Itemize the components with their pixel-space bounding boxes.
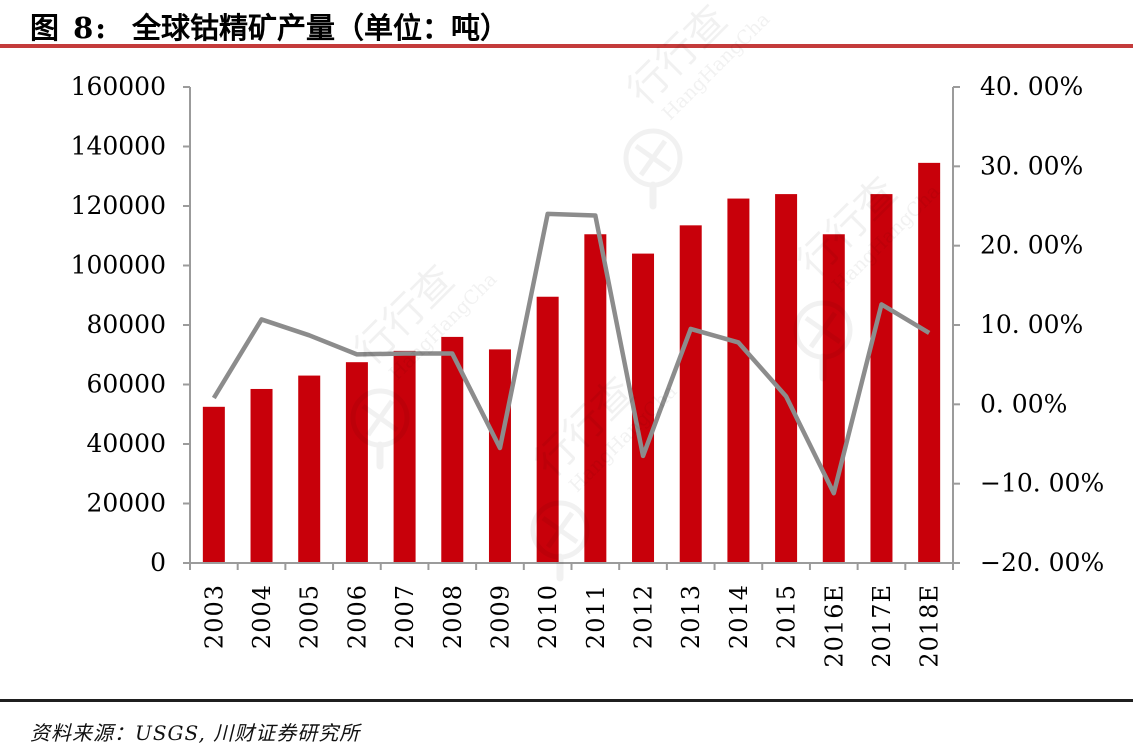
bar-2007 [393, 350, 416, 563]
bar-2010 [536, 296, 559, 563]
footer-divider [0, 699, 1133, 702]
figure-header: 图 8: 全球钴精矿产量（单位：吨） [30, 5, 509, 47]
right-axis-tick-label: 40. 00% [980, 72, 1083, 101]
right-axis-tick-label: −10. 00% [980, 469, 1104, 498]
right-axis-tick-label: −20. 00% [980, 548, 1104, 577]
left-axis-tick-label: 60000 [86, 370, 166, 399]
bar-2014 [727, 198, 750, 563]
x-axis-category-label: 2005 [296, 584, 324, 649]
right-axis-tick-label: 30. 00% [980, 151, 1083, 180]
bar-2013 [679, 225, 702, 563]
bar-2009 [488, 349, 511, 563]
bar-2005 [298, 375, 321, 563]
x-axis-category-label: 2015 [773, 584, 801, 649]
left-axis-tick-label: 40000 [86, 429, 166, 458]
left-axis-tick-label: 100000 [71, 251, 166, 280]
left-axis-tick-label: 0 [150, 548, 166, 577]
x-axis-category-label: 2011 [582, 584, 610, 649]
right-axis-tick-label: 0. 00% [980, 389, 1067, 418]
title-underline [0, 44, 1133, 48]
x-axis-category-label: 2018E [916, 584, 944, 668]
bar-2011 [584, 234, 607, 563]
growth-line [211, 211, 931, 496]
bar-2003 [202, 406, 225, 563]
bar-2018E [918, 162, 941, 564]
bar-2004 [250, 388, 273, 563]
x-axis-category-label: 2008 [439, 584, 467, 649]
x-axis-category-label: 2007 [391, 584, 419, 649]
x-axis-category-label: 2006 [343, 584, 371, 649]
source-text: 资料来源：USGS, 川财证券研究所 [30, 721, 361, 745]
figure-title: 全球钴精矿产量（单位：吨） [131, 11, 509, 45]
figure-label: 图 8: [30, 11, 108, 45]
x-axis-category-label: 2017E [868, 584, 896, 668]
bar-2008 [441, 336, 464, 563]
x-axis-category-label: 2013 [677, 584, 705, 649]
bar-2006 [345, 362, 368, 563]
x-axis-category-label: 2014 [725, 584, 753, 649]
left-axis-tick-label: 20000 [86, 489, 166, 518]
left-axis-tick-label: 160000 [71, 72, 166, 101]
left-axis-tick-label: 80000 [86, 310, 166, 339]
left-axis-tick-label: 120000 [71, 191, 166, 220]
bar-2012 [632, 253, 655, 563]
x-axis-category-label: 2004 [248, 584, 276, 649]
bar-2017E [870, 194, 893, 563]
x-axis-category-label: 2003 [200, 584, 228, 649]
right-axis-tick-label: 20. 00% [980, 231, 1083, 260]
left-axis-tick-label: 140000 [71, 132, 166, 161]
x-axis-category-label: 2012 [630, 584, 658, 649]
x-axis-category-label: 2009 [486, 584, 514, 649]
x-axis-category-label: 2010 [534, 584, 562, 649]
x-axis-category-label: 2016E [820, 584, 848, 668]
right-axis-tick-label: 10. 00% [980, 310, 1083, 339]
bar-2015 [775, 194, 798, 563]
